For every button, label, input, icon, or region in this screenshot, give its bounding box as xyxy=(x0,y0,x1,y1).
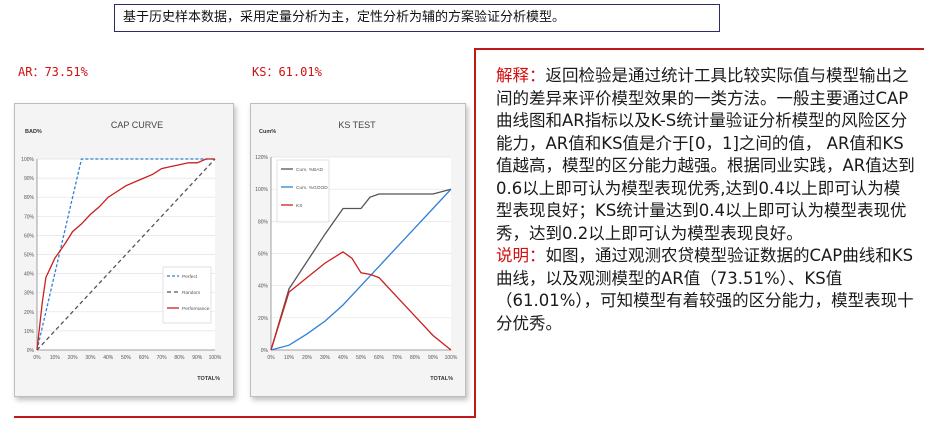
cap-ytick-label: 10% xyxy=(24,329,35,335)
cap-ytick-label: 50% xyxy=(24,253,35,259)
ks-xtick-label: 10% xyxy=(284,355,295,361)
cap-ytick-label: 80% xyxy=(24,195,35,201)
ks-xtick-label: 100% xyxy=(445,355,458,361)
ks-legend xyxy=(276,159,330,223)
ks-xtick-label: 0% xyxy=(267,355,275,361)
cap-ytick-label: 0% xyxy=(27,348,35,354)
ks-chart-panel: KS TEST Cum% TOTAL% 0% 20% 40% 60% 80% 100% 12… xyxy=(250,103,466,397)
ks-legend-label: Cum. %GOOD xyxy=(296,185,328,191)
ks-series-cum-bad xyxy=(270,188,452,351)
cap-xtick-label: 10% xyxy=(50,355,61,361)
cap-ytick-label: 20% xyxy=(24,310,35,316)
ks-xtick-label: 50% xyxy=(356,355,367,361)
red-divider-vertical xyxy=(474,50,476,418)
ks-ytick-label: 100% xyxy=(255,187,268,193)
ks-xtick-label: 20% xyxy=(302,355,313,361)
cap-xtick-label: 60% xyxy=(139,355,150,361)
ks-xtick-label: 70% xyxy=(392,355,403,361)
ks-xtick-label: 30% xyxy=(320,355,331,361)
cap-legend-label: Random xyxy=(182,290,200,296)
ks-series-cum-good xyxy=(270,188,452,351)
cap-chart-panel: CAP CURVE BAD% TOTAL% 0% 10% 20% 30% 40% 50% 6… xyxy=(14,103,234,397)
ks-ytick-label: 40% xyxy=(258,284,269,290)
cap-xtick-label: 80% xyxy=(174,355,185,361)
cap-xtick-label: 20% xyxy=(68,355,79,361)
cap-series-random xyxy=(36,158,216,351)
cap-xtick-label: 40% xyxy=(103,355,114,361)
ks-legend-label: Cum. %BAD xyxy=(296,167,323,173)
ks-ytick-label: 20% xyxy=(258,316,269,322)
note-text: 如图，通过观测农贷模型验证数据的CAP曲线和KS曲线，以及观测模型的AR值（73… xyxy=(496,246,914,333)
cap-ytick-label: 100% xyxy=(21,157,34,163)
cap-ytick-label: 30% xyxy=(24,291,35,297)
cap-legend xyxy=(162,266,212,324)
ks-value: KS：61.01% xyxy=(252,65,322,79)
ks-title: KS TEST xyxy=(338,120,376,130)
cap-ytick-label: 70% xyxy=(24,214,35,220)
cap-xtick-label: 30% xyxy=(85,355,96,361)
ar-value: AR：73.51% xyxy=(18,65,88,79)
ks-ytick-label: 80% xyxy=(258,219,269,225)
cap-ylabel: BAD% xyxy=(25,129,42,135)
cap-ytick-label: 60% xyxy=(24,233,35,239)
explanation-text: 返回检验是通过统计工具比较实际值与模型输出之间的差异来评价模型效果的一类方法。一… xyxy=(496,66,915,243)
cap-chart: CAP CURVE BAD% TOTAL% 0% 10% 20% 30% 40% 50% 6… xyxy=(21,120,222,382)
explanation-block: 解释：返回检验是通过统计工具比较实际值与模型输出之间的差异来评价模型效果的一类方… xyxy=(496,65,916,335)
ks-chart: KS TEST Cum% TOTAL% 0% 20% 40% 60% 80% 100% 12… xyxy=(255,120,458,382)
red-divider-bottom xyxy=(14,416,476,418)
note-label: 说明： xyxy=(496,246,546,265)
ks-xtick-label: 60% xyxy=(374,355,385,361)
cap-legend-label: Perfect xyxy=(182,274,198,280)
ks-xlabel: TOTAL% xyxy=(430,376,453,382)
cap-xtick-label: 50% xyxy=(121,355,132,361)
summary-banner: 基于历史样本数据，采用定量分析为主，定性分析为辅的方案验证分析模型。 xyxy=(114,4,720,32)
ks-xtick-label: 90% xyxy=(428,355,439,361)
ks-ytick-label: 0% xyxy=(261,348,269,354)
ks-ylabel: Cum% xyxy=(259,129,276,135)
cap-ytick-label: 40% xyxy=(24,272,35,278)
cap-xtick-label: 100% xyxy=(209,355,222,361)
explanation-label: 解释： xyxy=(496,66,546,85)
cap-xlabel: TOTAL% xyxy=(197,376,220,382)
cap-xtick-label: 90% xyxy=(192,355,203,361)
ks-series-ks xyxy=(270,251,452,351)
ks-legend-label: KS xyxy=(296,203,302,209)
cap-series-perfect xyxy=(36,158,215,351)
red-divider-top xyxy=(474,48,924,50)
cap-legend-label: Performance xyxy=(182,306,210,312)
ks-ytick-label: 120% xyxy=(255,155,268,161)
cap-ytick-label: 90% xyxy=(24,176,35,182)
cap-xtick-label: 70% xyxy=(157,355,168,361)
ks-xtick-label: 40% xyxy=(338,355,349,361)
ks-xtick-label: 80% xyxy=(410,355,421,361)
cap-xtick-label: 0% xyxy=(33,355,41,361)
cap-series-performance xyxy=(36,158,215,351)
cap-title: CAP CURVE xyxy=(111,120,163,130)
ks-ytick-label: 60% xyxy=(258,252,269,258)
